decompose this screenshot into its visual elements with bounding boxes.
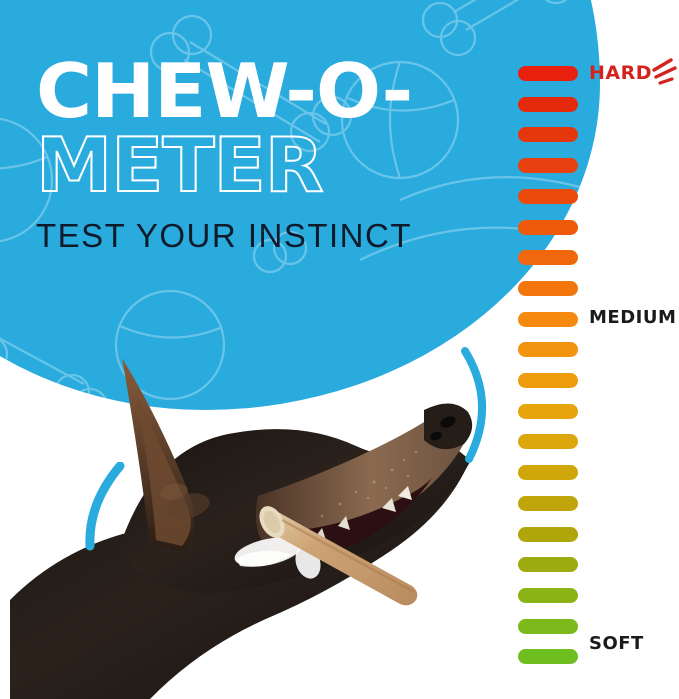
subtitle: TEST YOUR INSTINCT	[36, 217, 412, 255]
chew-stick	[259, 506, 418, 606]
meter-bar-3[interactable]	[518, 158, 578, 174]
meter-bar-4[interactable]	[518, 188, 578, 204]
title-block: CHEW-O- METER TEST YOUR INSTINCT	[35, 54, 466, 255]
blue-background-shape	[0, 0, 600, 410]
meter-label-hard: HARD	[589, 62, 653, 84]
meter-label-medium: MEDIUM	[589, 307, 677, 328]
impact-marks-icon	[651, 58, 679, 86]
chew-hardness-meter[interactable]	[518, 66, 580, 665]
meter-bar-9[interactable]	[518, 342, 578, 358]
page-title-line-2: METER	[35, 121, 325, 209]
meter-bar-12[interactable]	[518, 434, 578, 450]
meter-bar-14[interactable]	[518, 495, 578, 511]
meter-bar-17[interactable]	[518, 587, 578, 603]
meter-bar-2[interactable]	[518, 127, 578, 143]
meter-bar-15[interactable]	[518, 526, 578, 542]
meter-label-soft: SOFT	[589, 633, 644, 654]
meter-bar-13[interactable]	[518, 465, 578, 481]
meter-bar-19[interactable]	[518, 649, 578, 665]
meter-bar-0[interactable]	[518, 66, 578, 81]
meter-bar-10[interactable]	[518, 373, 578, 388]
meter-bar-6[interactable]	[518, 250, 578, 266]
meter-bar-11[interactable]	[518, 403, 578, 419]
meter-bar-7[interactable]	[518, 280, 578, 296]
page-title-line-1: CHEW-O-	[36, 47, 413, 135]
dog-photo	[0, 300, 500, 699]
meter-bar-18[interactable]	[518, 618, 578, 634]
meter-bar-16[interactable]	[518, 557, 578, 573]
background-pattern-bones-balls	[0, 0, 591, 410]
meter-bar-5[interactable]	[518, 219, 578, 235]
meter-bar-1[interactable]	[518, 96, 578, 112]
meter-bar-8[interactable]	[518, 311, 578, 327]
